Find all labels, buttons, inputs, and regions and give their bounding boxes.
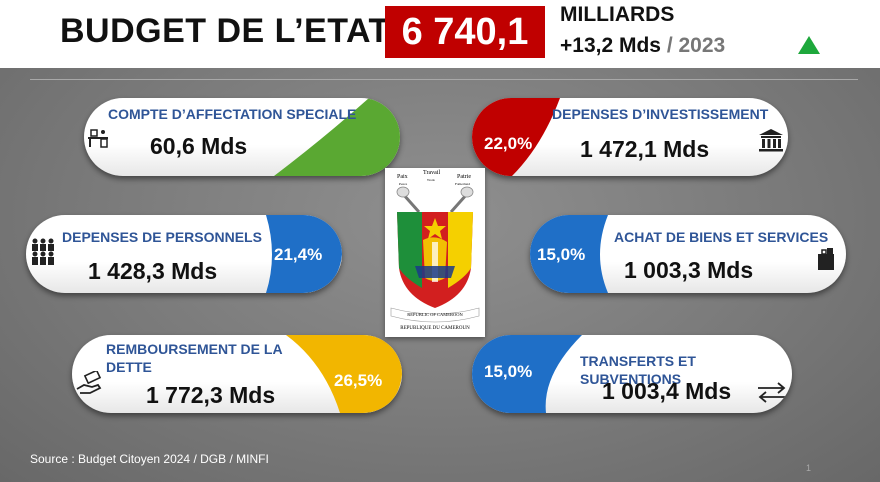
unit-label: MILLIARDS	[560, 3, 675, 26]
item-label: REMBOURSEMENT DE LA DETTE	[106, 341, 283, 375]
motto-work: Work	[427, 178, 435, 182]
yellow-wedge	[286, 335, 402, 413]
ribbon-english: REPUBLIC OF CAMEROON	[407, 312, 463, 317]
change-text: +13,2 Mds / 2023	[560, 34, 725, 58]
reference-year: / 2023	[666, 34, 726, 57]
budget-item-goods-services: 15,0% ACHAT DE BIENS ET SERVICES 1 003,3…	[530, 215, 846, 293]
item-label: DEPENSES D’INVESTISSEMENT	[552, 106, 769, 122]
budget-item-personnel: DEPENSES DE PERSONNELS 1 428,3 Mds 21,4%	[26, 215, 342, 293]
total-budget-value: 6 740,1	[385, 6, 545, 58]
budget-item-cas: COMPTE D’AFFECTATION SPECIALE 60,6 Mds	[84, 98, 400, 176]
people-group-icon	[32, 238, 54, 265]
item-amount: 60,6 Mds	[150, 133, 248, 159]
item-amount: 1 003,4 Mds	[602, 378, 732, 404]
item-percentage: 21,4%	[274, 245, 323, 264]
motto-patrie: Patrie	[457, 174, 471, 180]
item-percentage: 15,0%	[537, 245, 586, 264]
motto-paix: Paix	[397, 174, 408, 180]
cameroon-emblem: Paix Travail Patrie Peace Work Fatherlan…	[390, 170, 480, 331]
item-amount: 1 472,1 Mds	[580, 136, 710, 162]
red-wedge	[472, 98, 560, 176]
blue-wedge	[472, 335, 582, 413]
item-label: COMPTE D’AFFECTATION SPECIALE	[108, 106, 357, 122]
blue-wedge	[266, 215, 342, 293]
item-amount: 1 003,3 Mds	[624, 257, 754, 283]
motto-fatherland: Fatherland	[455, 182, 470, 186]
item-amount: 1 772,3 Mds	[146, 382, 276, 408]
budget-item-debt: REMBOURSEMENT DE LA DETTE 1 772,3 Mds 26…	[72, 335, 402, 413]
item-percentage: 22,0%	[484, 134, 533, 153]
item-label: DEPENSES DE PERSONNELS	[62, 229, 262, 245]
bank-icon	[759, 129, 783, 152]
item-label: TRANSFERTS ET SUBVENTIONS	[580, 353, 696, 387]
up-arrow-icon	[798, 36, 820, 54]
item-label: ACHAT DE BIENS ET SERVICES	[614, 229, 829, 245]
page-number: 1	[806, 463, 812, 473]
item-percentage: 26,5%	[334, 371, 383, 390]
office-desk-icon	[88, 129, 108, 148]
change-value: +13,2 Mds	[560, 34, 661, 57]
motto-peace: Peace	[399, 182, 408, 186]
motto-travail: Travail	[423, 170, 440, 176]
item-amount: 1 428,3 Mds	[88, 258, 218, 284]
header-divider	[30, 79, 858, 80]
hand-money-icon	[76, 371, 102, 394]
budget-item-transfers: 15,0% TRANSFERTS ET SUBVENTIONS 1 003,4 …	[472, 335, 792, 413]
source-note: Source : Budget Citoyen 2024 / DGB / MIN…	[30, 452, 269, 466]
page-title: BUDGET DE L’ETAT	[60, 12, 390, 50]
shopping-bag-icon	[818, 248, 834, 270]
ribbon-french: REPUBLIQUE DU CAMEROUN	[400, 326, 470, 331]
item-percentage: 15,0%	[484, 362, 533, 381]
budget-item-investment: 22,0% DEPENSES D’INVESTISSEMENT 1 472,1 …	[472, 98, 788, 176]
transfer-arrows-icon	[758, 382, 786, 403]
coat-of-arms: Paix Travail Patrie Peace Work Fatherlan…	[385, 168, 485, 337]
green-wedge	[274, 98, 400, 176]
blue-wedge	[530, 215, 608, 293]
